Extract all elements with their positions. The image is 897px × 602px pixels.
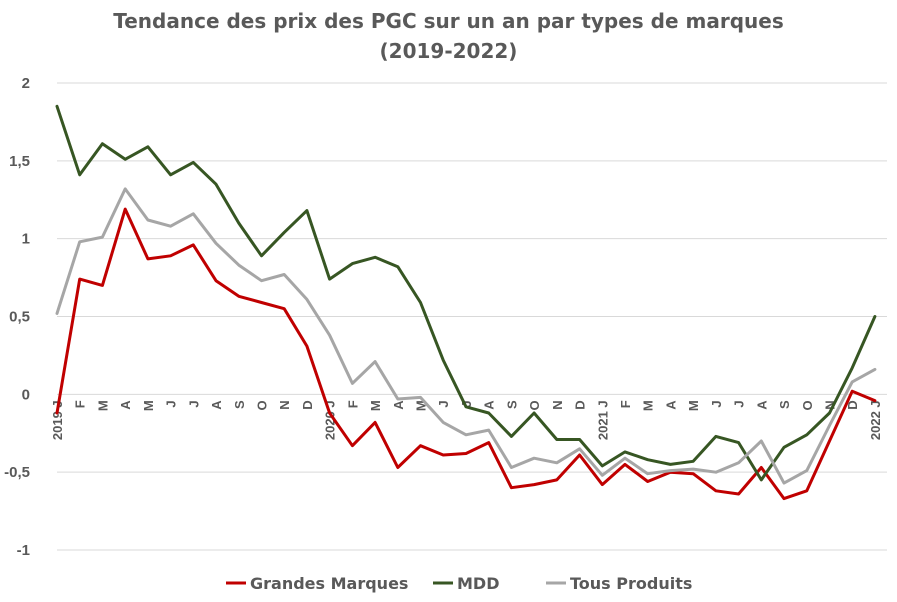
x-tick-label: A <box>754 400 769 410</box>
x-tick-label: D <box>573 400 588 409</box>
x-tick-label: O <box>527 400 542 410</box>
x-tick-label: N <box>277 400 292 409</box>
x-tick-label: A <box>118 400 133 410</box>
x-tick-label: F <box>618 400 633 408</box>
x-tick-label: O <box>800 400 815 410</box>
y-tick-label: 1,5 <box>9 153 30 170</box>
x-tick-label: N <box>550 400 565 409</box>
x-tick-label: D <box>300 400 315 409</box>
y-tick-label: 0,5 <box>9 309 30 326</box>
x-tick-label: 2019 J <box>50 400 65 440</box>
x-tick-label: J <box>459 400 474 407</box>
chart-title-line-1: Tendance des prix des PGC sur un an par … <box>113 9 784 33</box>
x-tick-label: M <box>368 400 383 411</box>
x-tick-label: 2022 J <box>868 400 883 440</box>
x-tick-label: M <box>95 400 110 411</box>
legend-label: Tous Produits <box>570 574 692 593</box>
gridlines <box>57 82 887 551</box>
x-tick-label: D <box>845 400 860 409</box>
x-tick-label: F <box>73 400 88 408</box>
x-tick-label: A <box>663 400 678 410</box>
x-tick-label: J <box>164 400 179 407</box>
x-tick-label: A <box>209 400 224 410</box>
y-axis-ticks: 2 1,5 1 0,5 0 -0,5 -1 <box>4 75 30 559</box>
x-tick-label: F <box>345 400 360 408</box>
x-tick-label: 2020 J <box>323 400 338 440</box>
y-tick-label: 0 <box>22 386 30 403</box>
series-line-3 <box>55 187 877 485</box>
x-axis-ticks: 2019 J F M A M J J A S O N D 2020 J F M A M J J A S O N D 2021 J… <box>50 400 883 440</box>
series-lines <box>55 104 877 501</box>
legend-label: Grandes Marques <box>250 574 408 593</box>
x-tick-label: 2021 J <box>595 400 610 440</box>
y-tick-label: 1 <box>22 231 30 248</box>
x-tick-label: S <box>504 400 519 409</box>
x-tick-label: O <box>254 400 269 410</box>
x-tick-label: M <box>686 400 701 411</box>
x-tick-label: A <box>482 400 497 410</box>
y-tick-label: 2 <box>22 75 30 92</box>
x-tick-label: J <box>186 400 201 407</box>
legend: Grandes Marques MDD Tous Produits <box>226 574 692 593</box>
x-tick-label: S <box>232 400 247 409</box>
x-tick-label: M <box>414 400 429 411</box>
x-tick-label: S <box>777 400 792 409</box>
y-tick-label: -0,5 <box>4 464 30 481</box>
x-tick-label: N <box>822 400 837 409</box>
series-line-1 <box>55 207 877 501</box>
x-tick-label: J <box>732 400 747 407</box>
series-line-2 <box>55 104 877 482</box>
y-tick-label: -1 <box>17 542 30 559</box>
x-tick-label: M <box>641 400 656 411</box>
x-tick-label: A <box>391 400 406 410</box>
chart-title-line-2: (2019-2022) <box>379 39 518 63</box>
x-tick-label: J <box>436 400 451 407</box>
legend-label: MDD <box>457 574 499 593</box>
x-tick-label: J <box>709 400 724 407</box>
x-tick-label: M <box>141 400 156 411</box>
chart-title: Tendance des prix des PGC sur un an par … <box>0 6 897 66</box>
